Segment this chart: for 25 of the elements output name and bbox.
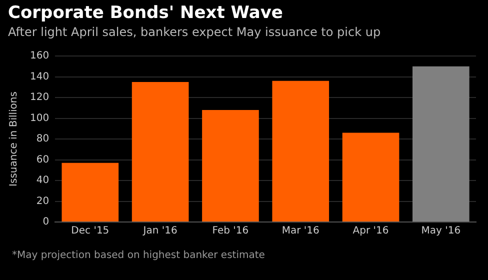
x-tick-label: Feb '16 <box>212 226 249 237</box>
bar <box>62 162 119 222</box>
text: *May projection based on highest banker estimate <box>12 250 265 261</box>
y-tick-label: 80 <box>36 134 50 145</box>
x-tick-label: Jan '16 <box>142 226 178 237</box>
x-tick-label: Dec '15 <box>71 226 110 237</box>
y-tick-label: 60 <box>36 154 50 166</box>
y-tick-label: 20 <box>36 196 50 207</box>
chart-title: Corporate Bonds' Next Wave <box>8 3 283 23</box>
bar <box>202 110 259 222</box>
y-axis-title: Issuance in Billions <box>8 92 20 186</box>
y-tick-label: 140 <box>30 71 50 82</box>
y-tick-label: 160 <box>30 50 50 62</box>
y-tick-label: 100 <box>30 112 50 124</box>
chart-subtitle: After light April sales, bankers expect May issuance to pick up <box>8 25 381 39</box>
y-tick-label: 120 <box>30 92 50 104</box>
bar <box>272 80 330 222</box>
y-tick-label: 40 <box>36 175 50 186</box>
bar <box>132 82 189 222</box>
bar <box>342 132 400 222</box>
x-tick-label: May '16 <box>421 226 461 237</box>
y-tick-label: 0 <box>42 216 50 228</box>
x-tick-label: Mar '16 <box>282 226 320 237</box>
bar <box>412 66 470 222</box>
x-tick-label: Apr '16 <box>352 226 389 237</box>
